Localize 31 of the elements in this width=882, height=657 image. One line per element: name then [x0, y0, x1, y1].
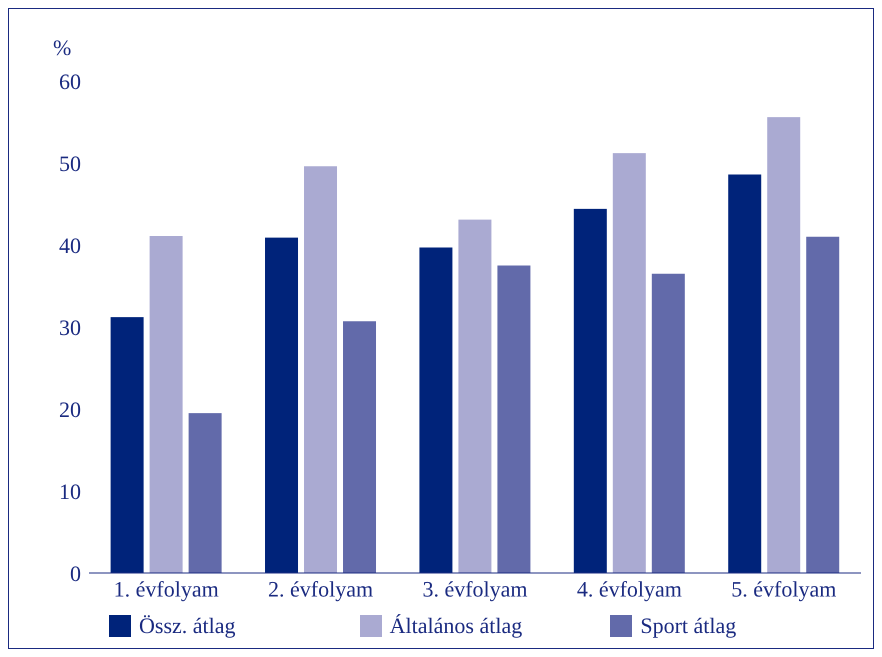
bar	[458, 220, 492, 573]
bar	[343, 321, 376, 573]
bar	[728, 174, 762, 573]
y-tick-label: 40	[59, 232, 81, 258]
bar	[497, 266, 530, 573]
bar	[767, 117, 800, 573]
y-tick-label: 60	[59, 68, 81, 94]
x-tick-label: 3. évfolyam	[422, 576, 528, 602]
bar	[574, 208, 607, 573]
bar	[419, 247, 452, 573]
bar	[612, 153, 646, 573]
x-tick-label: 4. évfolyam	[576, 576, 682, 602]
bar	[806, 236, 840, 573]
x-tick-label: 1. évfolyam	[114, 576, 219, 602]
legend-label: Össz. átlag	[138, 613, 237, 639]
bar	[188, 413, 222, 573]
y-tick-label: 30	[59, 314, 81, 340]
legend-label: Általános átlag	[388, 613, 524, 639]
bar	[652, 274, 685, 573]
bar	[110, 317, 144, 573]
bar	[150, 236, 183, 573]
bar	[304, 166, 338, 573]
y-tick-label: 0	[70, 560, 81, 586]
legend-label: Sport átlag	[639, 613, 738, 639]
y-axis-title: %	[53, 35, 72, 61]
y-tick-label: 10	[59, 478, 81, 504]
x-tick-label: 2. évfolyam	[268, 576, 374, 602]
x-tick-label: 5. évfolyam	[731, 576, 836, 602]
y-tick-label: 50	[59, 150, 81, 176]
y-tick-label: 20	[59, 396, 81, 422]
bar	[265, 238, 298, 573]
